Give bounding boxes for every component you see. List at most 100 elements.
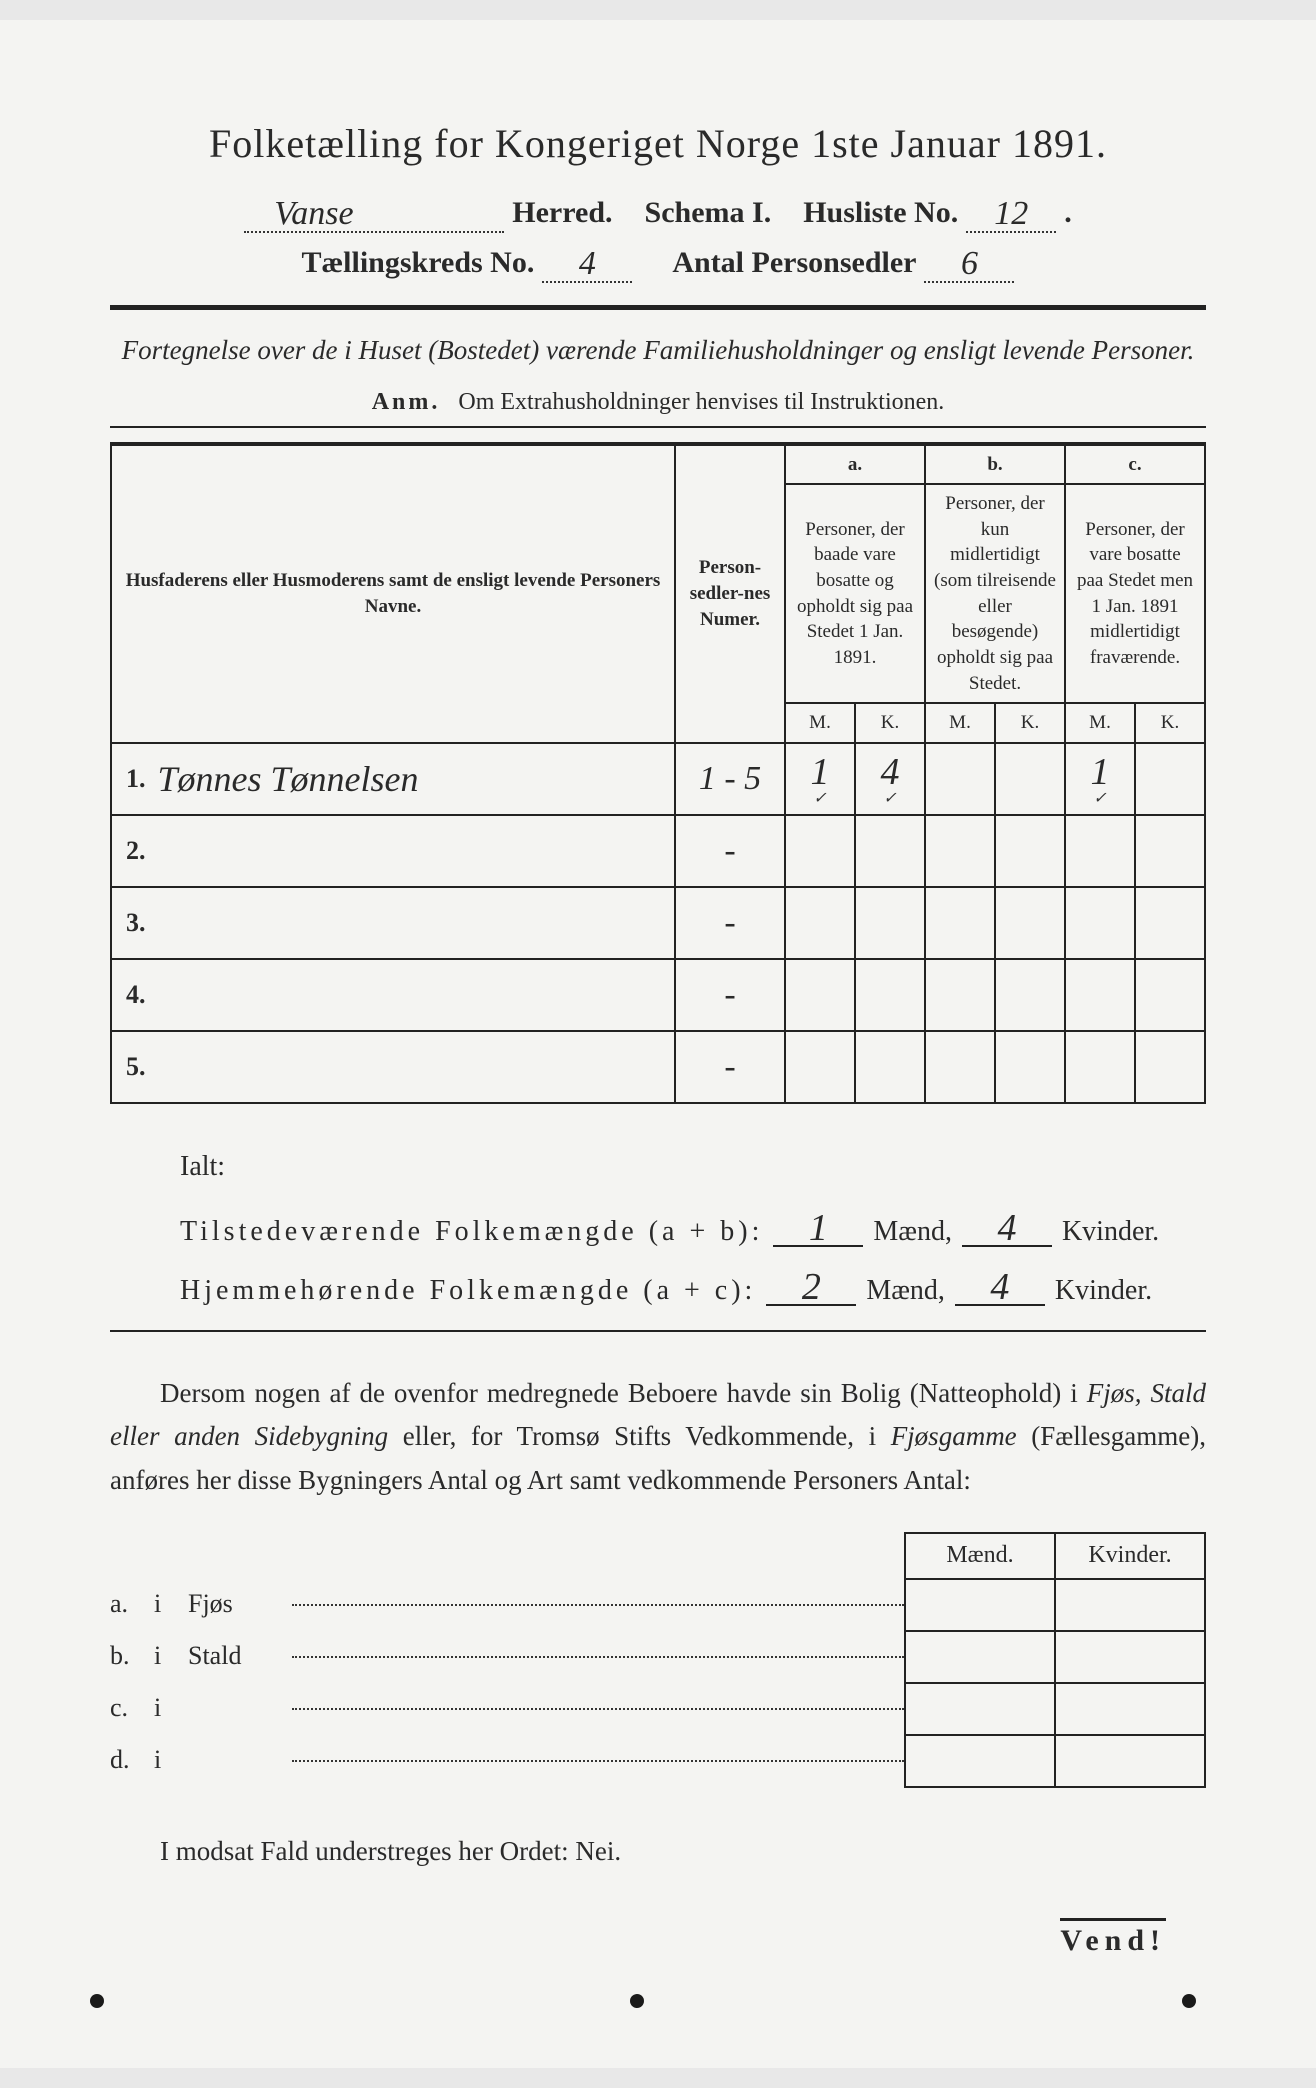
- col-c-header: Personer, der vare bosatte paa Stedet me…: [1065, 484, 1205, 703]
- nei-line: I modsat Fald understreges her Ordet: Ne…: [160, 1836, 1206, 1867]
- hjemme-label: Hjemmehørende Folkemængde (a + c):: [180, 1262, 756, 1321]
- scan-dot: [90, 1994, 104, 2008]
- row-number: 2.: [111, 815, 154, 887]
- anm-label: Anm.: [372, 389, 441, 415]
- personsedler-num: -: [675, 1031, 785, 1103]
- a-k-val: [855, 959, 925, 1031]
- a-m-val: [785, 887, 855, 959]
- c-m-val: [1065, 887, 1135, 959]
- herred-label: Herred.: [512, 196, 612, 230]
- byg-maend-hdr: Mænd.: [905, 1533, 1055, 1579]
- c-m-val: [1065, 1031, 1135, 1103]
- col-c-letter: c.: [1065, 444, 1205, 485]
- byg-row: [905, 1735, 1205, 1787]
- b-m-val: [925, 1031, 995, 1103]
- anm-text: Om Extrahusholdninger henvises til Instr…: [458, 389, 944, 415]
- table-row: 3. -: [111, 887, 1205, 959]
- scan-dot: [630, 1994, 644, 2008]
- byg-word: Stald: [188, 1630, 278, 1682]
- col-b-header: Personer, der kun midlertidigt (som tilr…: [925, 484, 1065, 703]
- husliste-value: 12: [966, 197, 1056, 233]
- c-k-val: [1135, 887, 1205, 959]
- totals-block: Ialt: Tilstedeværende Folkemængde (a + b…: [180, 1138, 1206, 1320]
- dotted-line: [292, 1604, 904, 1606]
- b-m-val: [925, 815, 995, 887]
- a-m-val: 1✓: [785, 743, 855, 815]
- household-table: Husfaderens eller Husmoderens samt de en…: [110, 442, 1206, 1104]
- c-k-val: [1135, 815, 1205, 887]
- household-name: [154, 959, 676, 1031]
- personsedler-num: -: [675, 815, 785, 887]
- col-name-header: Husfaderens eller Husmoderens samt de en…: [111, 444, 675, 743]
- row-number: 1.: [111, 743, 154, 815]
- byg-letter: a.: [110, 1578, 140, 1630]
- byg-letter: c.: [110, 1682, 140, 1734]
- col-a-header: Personer, der baade vare bosatte og opho…: [785, 484, 925, 703]
- personsedler-num: -: [675, 887, 785, 959]
- byg-letter: b.: [110, 1630, 140, 1682]
- table-row: 2. -: [111, 815, 1205, 887]
- col-b-letter: b.: [925, 444, 1065, 485]
- c-k: K.: [1135, 703, 1205, 743]
- dotted-line: [292, 1708, 904, 1710]
- byg-word: Fjøs: [188, 1578, 278, 1630]
- scan-dot: [1182, 1994, 1196, 2008]
- b-k-val: [995, 815, 1065, 887]
- bygning-list-item: d.i: [110, 1734, 904, 1786]
- rule-2: [110, 426, 1206, 428]
- byg-row: [905, 1579, 1205, 1631]
- c-m: M.: [1065, 703, 1135, 743]
- b-m-val: [925, 743, 995, 815]
- household-name: Tønnes Tønnelsen: [154, 743, 676, 815]
- byg-i: i: [154, 1630, 174, 1682]
- b-m: M.: [925, 703, 995, 743]
- a-m-val: [785, 959, 855, 1031]
- ialt-label: Ialt:: [180, 1138, 1206, 1197]
- row-number: 5.: [111, 1031, 154, 1103]
- c-k-val: [1135, 959, 1205, 1031]
- husliste-label: Husliste No.: [803, 196, 958, 230]
- tilstede-k: 4: [962, 1211, 1052, 1247]
- b-k-val: [995, 959, 1065, 1031]
- personsedler-num: 1 - 5: [675, 743, 785, 815]
- bygning-section: a.iFjøsb.iStaldc.id.i Mænd. Kvinder.: [110, 1532, 1206, 1788]
- fortegnelse-text: Fortegnelse over de i Huset (Bostedet) v…: [120, 330, 1196, 371]
- row-number: 3.: [111, 887, 154, 959]
- household-name: [154, 887, 676, 959]
- row-number: 4.: [111, 959, 154, 1031]
- bygning-table: Mænd. Kvinder.: [904, 1532, 1206, 1788]
- a-k-val: [855, 815, 925, 887]
- totals-row-2: Hjemmehørende Folkemængde (a + c): 2 Mæn…: [180, 1262, 1206, 1321]
- a-k-val: 4✓: [855, 743, 925, 815]
- kvinder-label-2: Kvinder.: [1055, 1262, 1152, 1321]
- a-m-val: [785, 1031, 855, 1103]
- a-k-val: [855, 1031, 925, 1103]
- byg-row: [905, 1631, 1205, 1683]
- a-k: K.: [855, 703, 925, 743]
- b-k: K.: [995, 703, 1065, 743]
- col-numer-header: Person-sedler-nes Numer.: [675, 444, 785, 743]
- census-form-page: Folketælling for Kongeriget Norge 1ste J…: [0, 20, 1316, 2068]
- maend-label-1: Mænd,: [873, 1203, 952, 1262]
- personsedler-num: -: [675, 959, 785, 1031]
- household-name: [154, 1031, 676, 1103]
- c-k-val: [1135, 743, 1205, 815]
- b-m-val: [925, 887, 995, 959]
- tilstede-m: 1: [773, 1211, 863, 1247]
- col-a-letter: a.: [785, 444, 925, 485]
- kreds-label: Tællingskreds No.: [302, 246, 535, 280]
- bygning-list: a.iFjøsb.iStaldc.id.i: [110, 1532, 904, 1786]
- hjemme-k: 4: [955, 1270, 1045, 1306]
- tilstede-label: Tilstedeværende Folkemængde (a + b):: [180, 1203, 763, 1262]
- c-k-val: [1135, 1031, 1205, 1103]
- dotted-line: [292, 1656, 904, 1658]
- schema-label: Schema I.: [645, 196, 772, 230]
- header-row-1: Vanse Herred. Schema I. Husliste No. 12 …: [110, 195, 1206, 231]
- a-m-val: [785, 815, 855, 887]
- kvinder-label-1: Kvinder.: [1062, 1203, 1159, 1262]
- byg-letter: d.: [110, 1734, 140, 1786]
- page-title: Folketælling for Kongeriget Norge 1ste J…: [110, 120, 1206, 167]
- b-k-val: [995, 887, 1065, 959]
- byg-row: [905, 1683, 1205, 1735]
- c-m-val: [1065, 815, 1135, 887]
